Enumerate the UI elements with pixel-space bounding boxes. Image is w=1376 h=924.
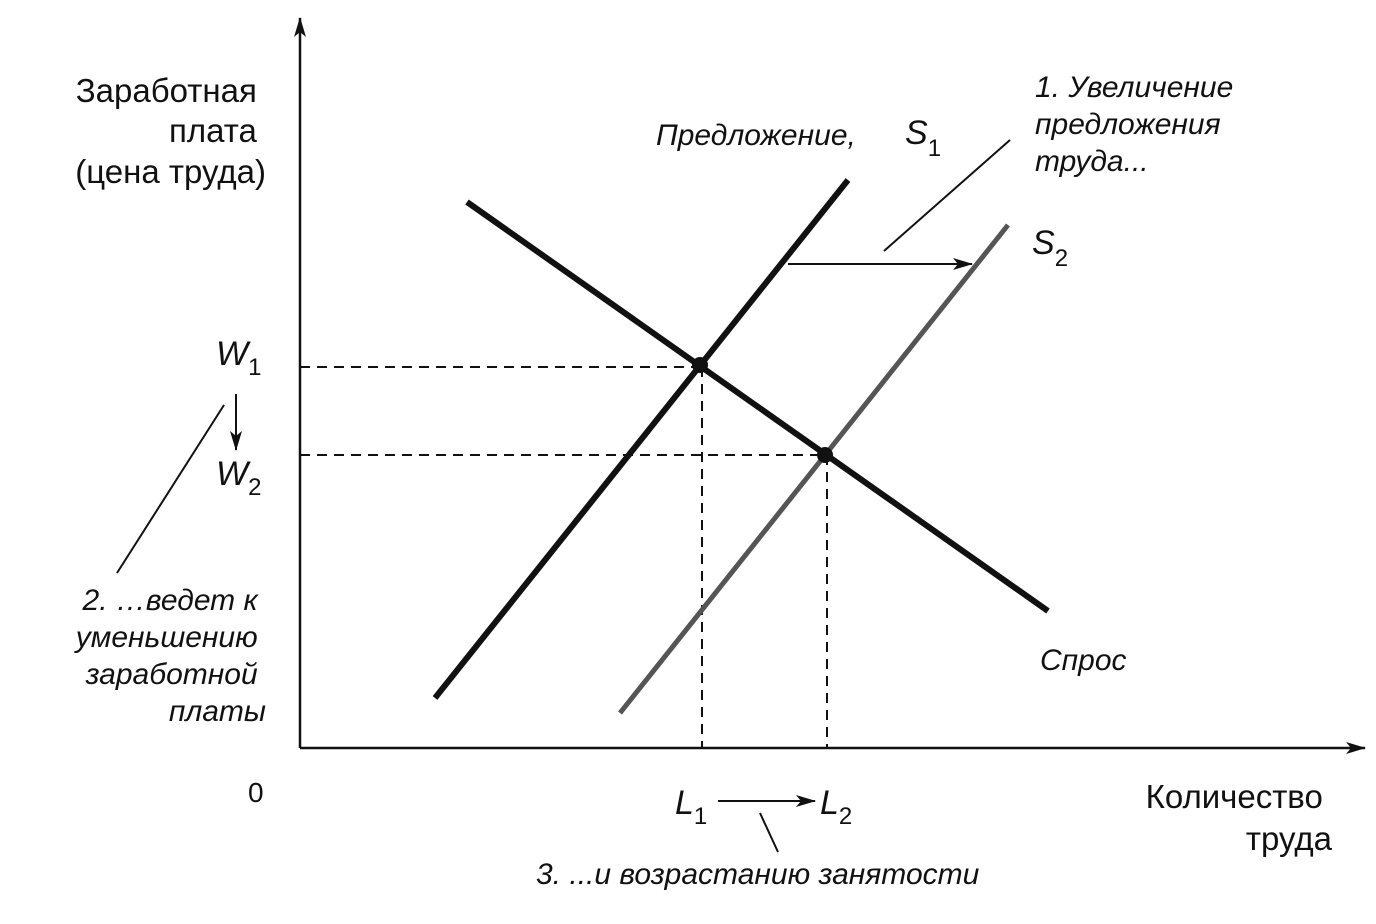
- note-supply-increase: 1. Увеличение предложения труда...: [1035, 71, 1242, 178]
- note3-pointer: [759, 812, 779, 853]
- l2-label: L2: [820, 784, 852, 830]
- demand-label: Спрос: [1040, 644, 1127, 677]
- w1-label: W1: [216, 335, 261, 381]
- s1-label: S1: [905, 114, 941, 162]
- x-axis-label: Количество труда: [1146, 778, 1333, 857]
- supply-curve-s2: [618, 223, 1010, 715]
- note1-pointer: [883, 139, 1011, 252]
- l1-label: L1: [675, 784, 707, 830]
- supply-curve-s1: [432, 178, 851, 700]
- w2-label: W2: [216, 455, 261, 501]
- note-wage-decrease: 2. …ведет к уменьшению заработной платы: [74, 584, 266, 728]
- equilibrium-point-2: [817, 447, 833, 463]
- demand-curve: [465, 199, 1050, 614]
- s2-label: S2: [1032, 224, 1068, 272]
- y-axis-label: Заработная плата (цена труда): [75, 72, 266, 190]
- note-employment-increase: 3. ...и возрастанию занятости: [536, 858, 980, 891]
- supply-label: Предложение,: [656, 119, 856, 152]
- note2-pointer: [116, 404, 225, 574]
- origin-label: 0: [248, 777, 264, 808]
- equilibrium-point-1: [692, 357, 708, 373]
